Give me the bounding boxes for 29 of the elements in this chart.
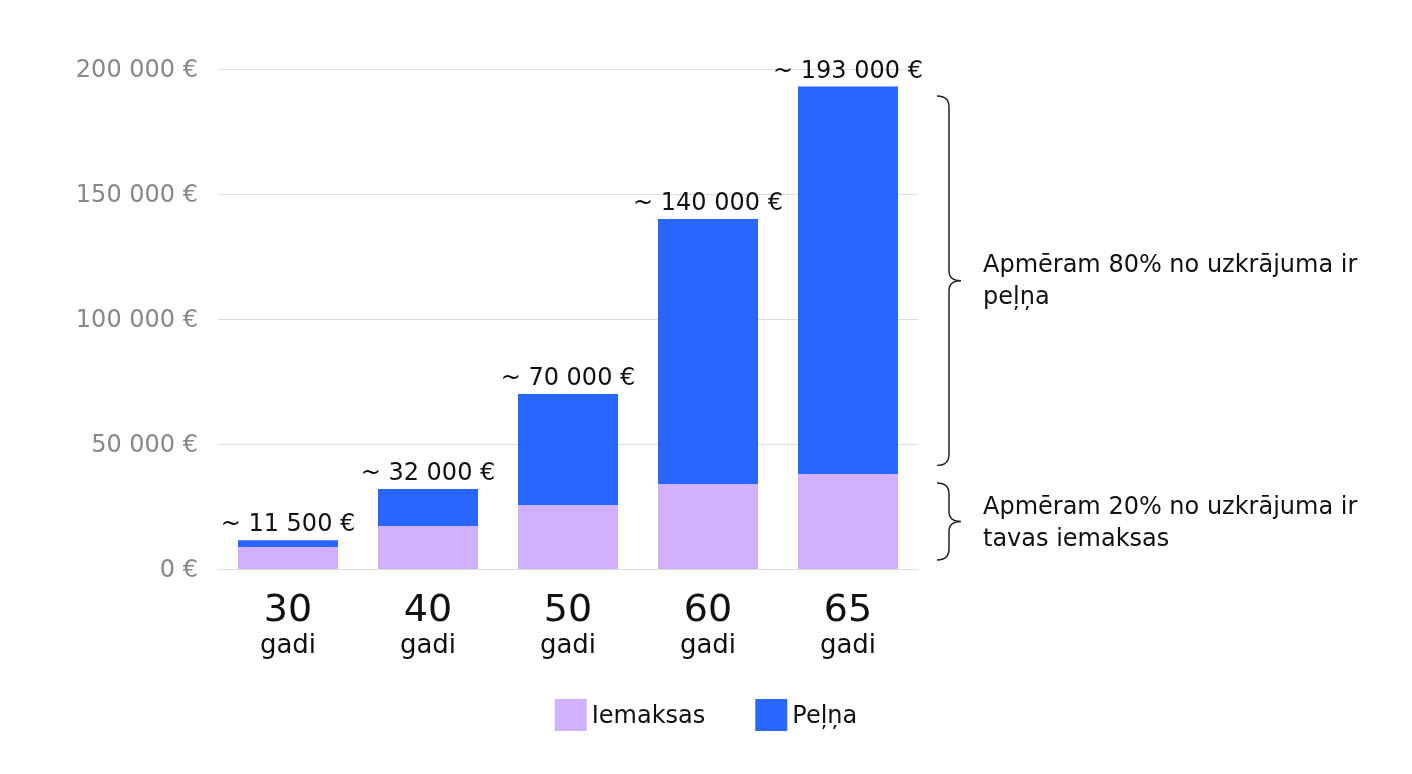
bar (658, 484, 758, 569)
y-tick-label: 0 € (159, 555, 198, 583)
total-label: ~ 193 000 € (773, 55, 923, 84)
x-tick-label: 40 gadi (399, 586, 457, 659)
bar (238, 547, 338, 569)
bar (518, 394, 618, 505)
x-tick-label: 50 gadi (539, 586, 597, 659)
y-tick-label: 200 000 € (75, 55, 198, 83)
text: Apmēram 20% no uzkrājuma ir tavas iemaksas (983, 490, 1359, 554)
y-tick-label: 50 000 € (91, 430, 198, 458)
legend-label: Peļņa (792, 701, 858, 729)
bar (798, 474, 898, 569)
bar (518, 505, 618, 569)
bar (798, 86, 898, 474)
x-tick-label: 30 gadi (259, 586, 317, 659)
total-label: ~ 140 000 € (633, 188, 783, 216)
total-label: ~ 70 000 € (500, 363, 636, 391)
total-label: ~ 11 500 € (220, 509, 356, 538)
y-tick-label: 150 000 € (75, 180, 198, 208)
y-tick-label: 100 000 € (75, 305, 198, 333)
bar (378, 489, 478, 526)
x-tick-label: 65 gadi (819, 586, 877, 659)
legend-label: Iemaksas (591, 701, 706, 729)
text: Apmēram 80% no uzkrājuma ir peļņa (983, 249, 1359, 313)
total-label: ~ 32 000 € (360, 458, 496, 486)
bar (658, 219, 758, 484)
x-tick-label: 60 gadi (679, 586, 737, 659)
bar (378, 526, 478, 569)
bar (238, 540, 338, 547)
